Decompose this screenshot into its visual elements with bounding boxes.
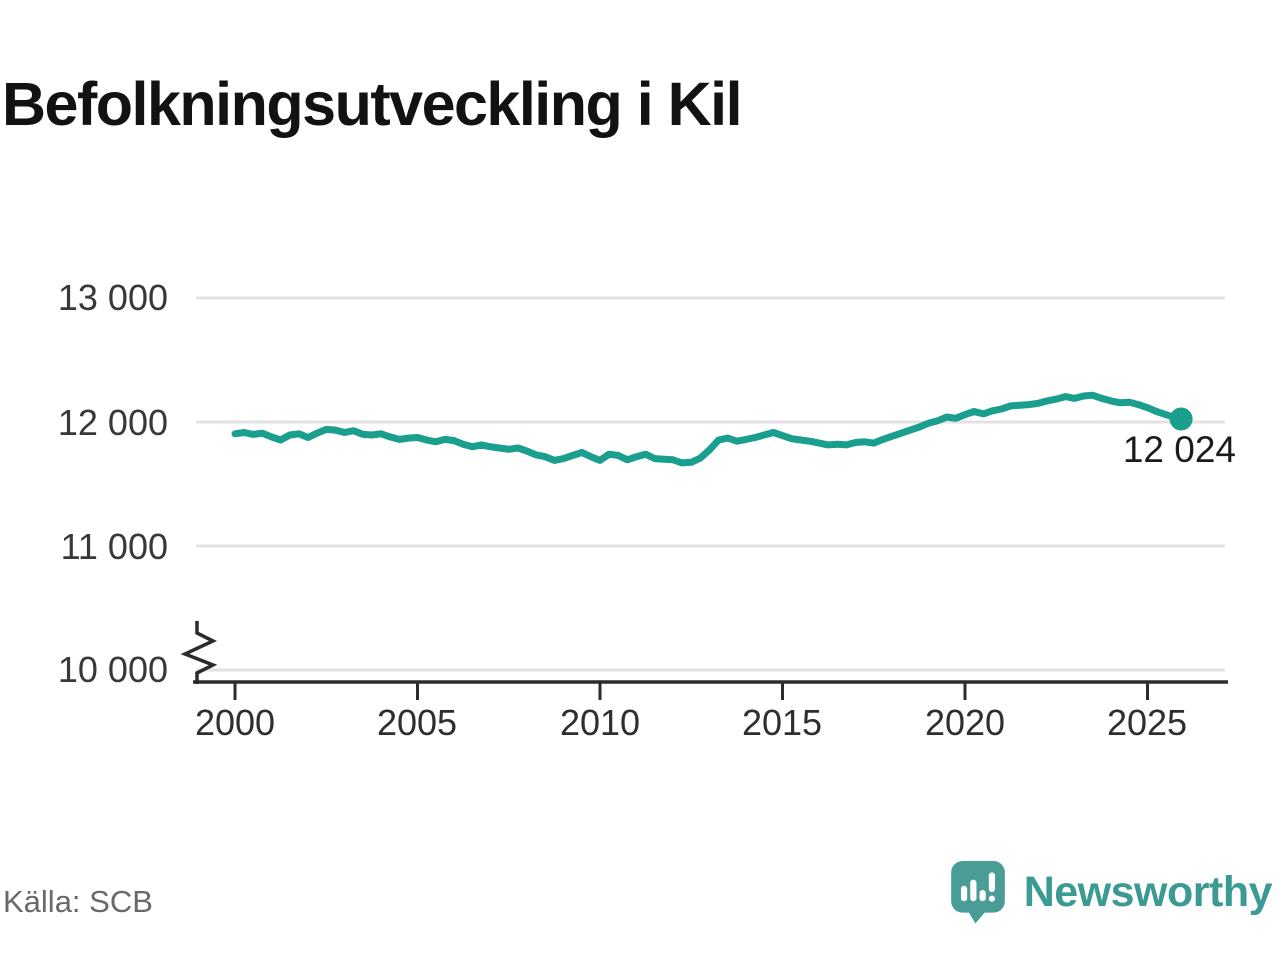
logo-exclamation-bar [988, 872, 995, 892]
gridlines [196, 296, 1225, 672]
population-line [231, 391, 1185, 467]
x-axis-ticks [233, 683, 1149, 700]
source-note: Källa: SCB [3, 884, 153, 919]
newsworthy-branding: Newsworthy [949, 860, 1273, 924]
x-tick-label-2005: 2005 [376, 702, 458, 743]
y-tick-label-11000: 11 000 [60, 526, 168, 567]
logo-exclamation-dot [988, 895, 995, 902]
x-tick-label-2020: 2020 [924, 702, 1006, 743]
x-tick-label-2015: 2015 [741, 702, 823, 743]
y-tick-label-13000: 13 000 [57, 277, 168, 318]
page-title: Befolkningsutveckling i Kil [2, 69, 743, 138]
newsworthy-logo-icon [950, 861, 1005, 924]
logo-bar-1 [960, 885, 967, 902]
y-tick-label-12000: 12 000 [57, 402, 168, 443]
x-tick-label-2025: 2025 [1106, 702, 1188, 743]
y-tick-label-10000: 10 000 [57, 649, 168, 690]
logo-bar-3 [979, 889, 986, 902]
newsworthy-wordmark: Newsworthy [1023, 867, 1273, 916]
x-tick-label-2010: 2010 [559, 702, 641, 743]
y-axis-break-icon [180, 621, 218, 684]
x-tick-label-2000: 2000 [194, 702, 276, 743]
logo-bar-2 [969, 879, 977, 902]
end-point-marker [1169, 407, 1193, 431]
latest-value-label: 12 024 [1122, 429, 1236, 470]
